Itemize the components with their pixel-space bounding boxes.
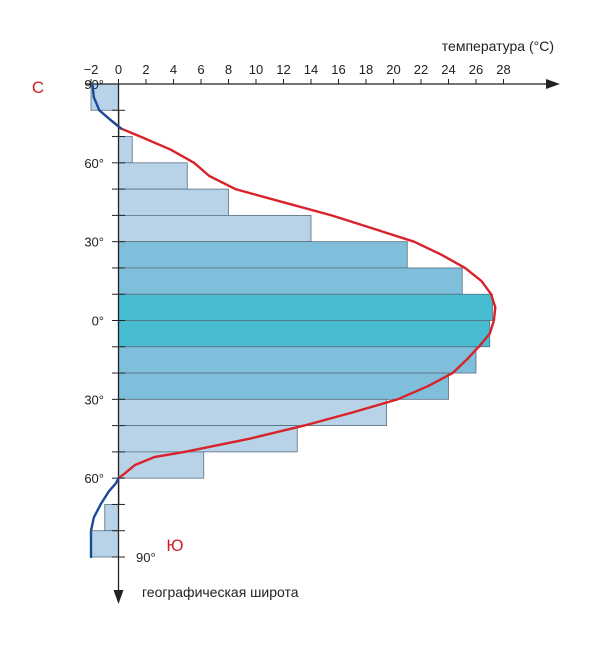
south-pole-label: Ю [166,536,183,555]
y-tick-label-5: 60° [84,471,104,486]
bar-group [90,83,493,558]
x-tick-label-11: 20 [386,62,400,77]
bar-5 [118,214,312,243]
x-tick-label-13: 24 [441,62,455,77]
y-tick-label-6: 90° [136,550,156,565]
temperature-curve-below-zero-south [89,477,120,559]
x-tick-label-7: 12 [276,62,290,77]
y-axis-arrow [113,590,124,604]
x-tick-label-12: 22 [414,62,428,77]
x-tick-label-4: 6 [197,62,204,77]
bar-8 [118,293,493,321]
x-tick-label-0: −2 [84,62,99,77]
temperature-curve-below-zero-north [91,82,123,130]
bar-10 [118,346,477,374]
x-tick-label-6: 10 [249,62,263,77]
x-axis-title: температура (°C) [442,38,554,54]
y-tick-group: 90° 60° 30° 0° 30° 60° 90° [84,77,155,565]
y-tick-label-3: 0° [92,314,104,329]
x-tick-label-2: 2 [142,62,149,77]
x-tick-label-5: 8 [225,62,232,77]
x-tick-label-14: 26 [469,62,483,77]
bar-11 [118,372,449,400]
bar-3 [118,162,188,190]
bar-12 [118,398,388,427]
temperature-curve-above-zero [110,119,497,480]
bar-9 [118,320,491,348]
x-tick-group: −2 0 2 4 6 8 10 12 14 16 18 20 22 24 26 28 [84,62,511,84]
bar-7 [118,267,463,295]
bar-6 [118,241,408,269]
bar-17 [90,530,119,558]
x-tick-label-8: 14 [304,62,318,77]
y-tick-label-2: 30° [84,235,104,250]
x-tick-label-9: 16 [331,62,345,77]
y-axis-title: географическая широта [142,584,299,600]
x-axis-arrow [546,79,560,89]
x-tick-label-3: 4 [170,62,177,77]
bar-16 [104,504,119,532]
bar-0 [90,83,119,111]
bar-4 [118,188,229,216]
y-tick-label-1: 60° [84,156,104,171]
x-tick-label-1: 0 [115,62,122,77]
bar-2 [118,136,133,164]
north-pole-label: С [32,78,44,97]
axes-group [85,79,560,604]
x-tick-label-15: 28 [496,62,510,77]
y-tick-label-0: 90° [84,77,104,92]
y-tick-label-4: 30° [84,392,104,407]
x-tick-label-10: 18 [359,62,373,77]
